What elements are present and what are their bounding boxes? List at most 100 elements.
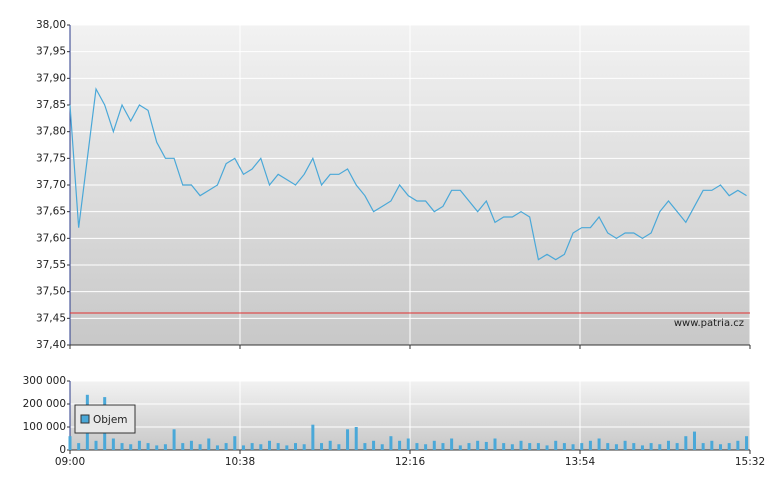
volume-bar	[415, 443, 419, 450]
volume-bar	[493, 438, 497, 450]
volume-bar	[424, 444, 428, 450]
volume-bar	[692, 431, 696, 450]
volume-bar	[129, 444, 133, 450]
volume-bar	[181, 443, 185, 450]
x-tick-label: 10:38	[225, 456, 255, 468]
volume-bar	[519, 440, 523, 450]
volume-bar	[675, 443, 679, 450]
y-tick-label: 37,90	[36, 72, 66, 84]
volume-bar	[276, 443, 280, 450]
volume-bar	[649, 443, 653, 450]
volume-bar	[719, 444, 723, 450]
volume-bar	[710, 440, 714, 450]
volume-bar	[155, 445, 159, 450]
x-tick-label: 12:16	[395, 456, 426, 468]
volume-bar	[111, 438, 115, 450]
volume-bar	[467, 443, 471, 450]
volume-bar	[432, 440, 436, 450]
volume-bar	[372, 440, 376, 450]
volume-bar	[632, 443, 636, 450]
volume-bar	[580, 443, 584, 450]
y-tick-label: 37,75	[36, 152, 66, 164]
watermark: www.patria.cz	[674, 318, 744, 329]
volume-bar	[120, 443, 124, 450]
volume-bar	[94, 440, 98, 450]
y-tick-label: 37,95	[36, 46, 66, 58]
volume-bar	[215, 445, 219, 450]
y-tick-label: 37,55	[36, 259, 66, 271]
y-tick-label: 300 000	[23, 375, 66, 387]
volume-bar	[441, 443, 445, 450]
volume-bar	[172, 429, 176, 450]
volume-bar	[267, 440, 271, 450]
y-tick-label: 37,40	[36, 339, 66, 351]
volume-bar	[302, 444, 306, 450]
volume-bar	[476, 440, 480, 450]
volume-bar	[450, 438, 454, 450]
volume-bar	[510, 444, 514, 450]
volume-bar	[389, 436, 393, 450]
y-tick-label: 37,80	[36, 126, 66, 138]
x-tick-label: 09:00	[55, 456, 85, 468]
volume-bar	[623, 440, 627, 450]
y-tick-label: 37,45	[36, 312, 66, 324]
volume-bar	[528, 443, 532, 450]
x-tick-label: 13:54	[565, 456, 596, 468]
volume-bar	[363, 443, 367, 450]
volume-bar	[701, 443, 705, 450]
volume-bar	[545, 445, 549, 450]
volume-bar	[233, 436, 237, 450]
volume-bar	[606, 443, 610, 450]
volume-bar	[571, 444, 575, 450]
volume-bar	[398, 440, 402, 450]
volume-bar	[640, 445, 644, 450]
volume-bar	[736, 440, 740, 450]
volume-bar	[406, 438, 410, 450]
volume-bar	[189, 440, 193, 450]
volume-bar	[458, 445, 462, 450]
volume-bar	[207, 438, 211, 450]
volume-bar	[554, 440, 558, 450]
volume-bar	[77, 443, 81, 450]
volume-bar	[337, 444, 341, 450]
volume-bar	[346, 429, 350, 450]
volume-bar	[684, 436, 688, 450]
y-tick-label: 100 000	[23, 421, 66, 433]
volume-bar	[484, 441, 488, 450]
volume-bar	[380, 444, 384, 450]
legend-swatch	[80, 414, 90, 424]
x-tick-label: 15:32	[735, 456, 765, 468]
y-tick-label: 37,70	[36, 179, 66, 191]
volume-bar	[259, 444, 263, 450]
y-tick-label: 37,65	[36, 206, 66, 218]
y-tick-label: 37,50	[36, 286, 66, 298]
volume-bar	[328, 440, 332, 450]
volume-bar	[588, 440, 592, 450]
volume-bar	[294, 443, 298, 450]
volume-bar	[502, 443, 506, 450]
volume-bar	[137, 440, 141, 450]
volume-bar	[354, 427, 358, 450]
volume-bar	[745, 436, 749, 450]
legend-label: Objem	[93, 414, 128, 426]
volume-bar	[285, 445, 289, 450]
volume-bar	[614, 444, 618, 450]
volume-bar	[198, 444, 202, 450]
y-tick-label: 38,00	[36, 19, 66, 31]
volume-bar	[666, 440, 670, 450]
volume-bar	[146, 443, 150, 450]
volume-bar	[311, 424, 315, 450]
y-tick-label: 200 000	[23, 398, 66, 410]
volume-bar	[597, 438, 601, 450]
y-tick-label: 37,60	[36, 232, 66, 244]
volume-bar	[658, 444, 662, 450]
price-line	[69, 87, 747, 261]
volume-bar	[320, 443, 324, 450]
volume-bar	[562, 443, 566, 450]
volume-bar	[241, 445, 245, 450]
volume-bar	[536, 443, 540, 450]
volume-bar	[250, 443, 254, 450]
y-tick-label: 0	[59, 444, 66, 456]
volume-bar	[68, 436, 72, 450]
